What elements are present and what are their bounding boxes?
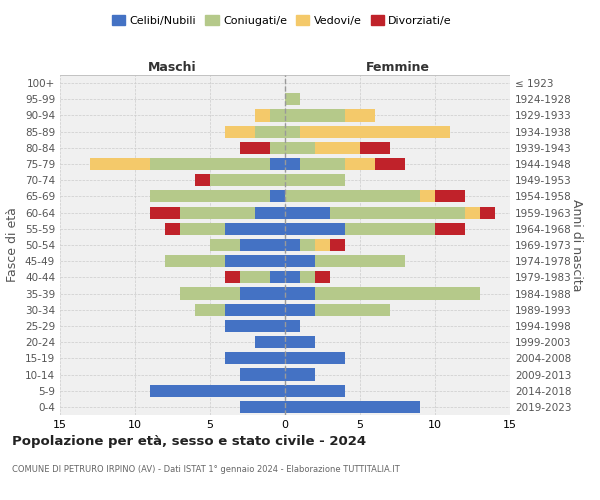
Bar (285, 336, 315, 348)
Bar (240, 288, 285, 300)
Bar (285, 222, 345, 235)
Bar (285, 206, 330, 218)
Bar (315, 304, 390, 316)
Bar (225, 126, 255, 138)
Bar (195, 304, 225, 316)
Bar (210, 239, 240, 251)
Bar (285, 320, 300, 332)
Bar (255, 126, 285, 138)
Legend: Celibi/Nubili, Coniugati/e, Vedovi/e, Divorziati/e: Celibi/Nubili, Coniugati/e, Vedovi/e, Di… (107, 10, 457, 30)
Bar (270, 272, 285, 283)
Bar (285, 110, 345, 122)
Bar (480, 206, 495, 218)
Bar (150, 206, 180, 218)
Bar (285, 304, 315, 316)
Bar (285, 352, 345, 364)
Bar (240, 239, 285, 251)
Bar (300, 126, 450, 138)
Bar (255, 336, 285, 348)
Text: Popolazione per età, sesso e stato civile - 2024: Popolazione per età, sesso e stato civil… (12, 435, 366, 448)
Bar (180, 222, 225, 235)
Bar (285, 174, 345, 186)
Bar (285, 288, 315, 300)
Bar (225, 222, 285, 235)
Bar (315, 272, 330, 283)
Bar (240, 401, 285, 413)
Bar (345, 222, 435, 235)
Bar (315, 288, 480, 300)
Bar (225, 304, 285, 316)
Text: COMUNE DI PETRURO IRPINO (AV) - Dati ISTAT 1° gennaio 2024 - Elaborazione TUTTIT: COMUNE DI PETRURO IRPINO (AV) - Dati IST… (12, 465, 400, 474)
Bar (375, 158, 405, 170)
Bar (300, 239, 315, 251)
Bar (315, 239, 330, 251)
Bar (210, 174, 285, 186)
Bar (315, 142, 360, 154)
Bar (180, 206, 255, 218)
Bar (300, 272, 315, 283)
Bar (285, 401, 420, 413)
Bar (285, 272, 300, 283)
Bar (270, 158, 285, 170)
Bar (240, 142, 270, 154)
Bar (285, 126, 300, 138)
Bar (255, 206, 285, 218)
Bar (315, 255, 405, 268)
Bar (165, 222, 180, 235)
Bar (225, 352, 285, 364)
Bar (285, 239, 300, 251)
Bar (300, 158, 345, 170)
Bar (90, 158, 150, 170)
Bar (225, 272, 240, 283)
Y-axis label: Fasce di età: Fasce di età (7, 208, 19, 282)
Bar (165, 255, 225, 268)
Bar (225, 320, 285, 332)
Bar (435, 190, 465, 202)
Bar (270, 190, 285, 202)
Bar (285, 142, 315, 154)
Bar (255, 110, 270, 122)
Bar (180, 288, 240, 300)
Bar (345, 158, 375, 170)
Bar (330, 239, 345, 251)
Bar (435, 222, 465, 235)
Bar (345, 110, 375, 122)
Bar (420, 190, 435, 202)
Bar (225, 255, 285, 268)
Bar (150, 190, 270, 202)
Bar (285, 158, 300, 170)
Bar (285, 255, 315, 268)
Text: Maschi: Maschi (148, 61, 197, 74)
Bar (150, 158, 270, 170)
Bar (270, 142, 285, 154)
Bar (360, 142, 390, 154)
Bar (285, 93, 300, 106)
Text: Femmine: Femmine (365, 61, 430, 74)
Y-axis label: Anni di nascita: Anni di nascita (570, 198, 583, 291)
Bar (240, 368, 285, 380)
Bar (285, 368, 315, 380)
Bar (330, 206, 465, 218)
Bar (270, 110, 285, 122)
Bar (285, 384, 345, 397)
Bar (465, 206, 480, 218)
Bar (195, 174, 210, 186)
Bar (240, 272, 270, 283)
Bar (150, 384, 285, 397)
Bar (285, 190, 420, 202)
